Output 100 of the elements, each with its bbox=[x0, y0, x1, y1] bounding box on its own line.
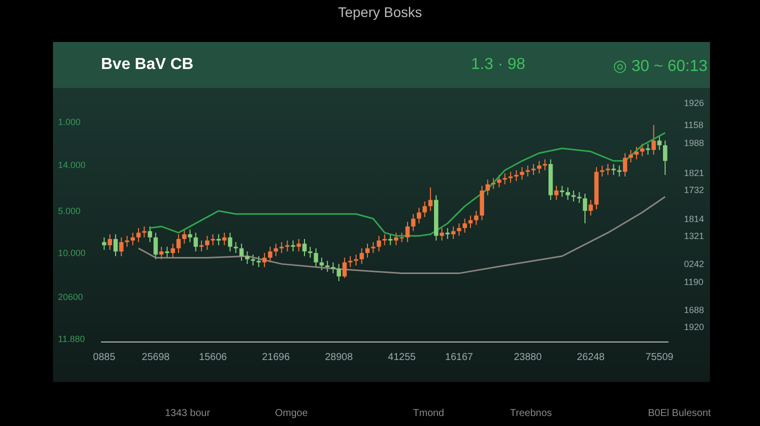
text: 5.000 bbox=[58, 206, 81, 216]
candlestick bbox=[308, 246, 312, 258]
text: 1988 bbox=[684, 138, 704, 148]
candlestick bbox=[108, 234, 112, 250]
x-tick-label: 28908 bbox=[324, 352, 354, 363]
text: Omgoe bbox=[275, 408, 308, 419]
candlestick bbox=[245, 250, 250, 264]
candlestick bbox=[164, 246, 170, 258]
chart-title: Tepery Bosks bbox=[336, 4, 424, 20]
candlestick bbox=[405, 221, 410, 243]
candlestick bbox=[290, 240, 296, 252]
candlestick bbox=[320, 257, 324, 271]
candlestick bbox=[617, 165, 622, 178]
candlestick bbox=[606, 164, 610, 176]
candlestick bbox=[526, 165, 530, 178]
text: 1.000 bbox=[58, 117, 81, 127]
candlestick bbox=[662, 140, 668, 176]
text: 20600 bbox=[58, 292, 84, 302]
candlestick bbox=[130, 232, 135, 246]
candlestick bbox=[554, 185, 559, 200]
text: 1732 bbox=[684, 185, 704, 195]
candlestick bbox=[314, 248, 318, 268]
candlestick bbox=[336, 263, 341, 282]
text: 14.000 bbox=[58, 160, 86, 170]
candlestick bbox=[371, 242, 376, 254]
text: 1158 bbox=[684, 120, 704, 130]
candlestick bbox=[360, 248, 364, 264]
x-tick-label: 0885 bbox=[93, 352, 116, 363]
candlestick bbox=[170, 243, 175, 258]
candlestick bbox=[342, 257, 347, 278]
candlestick bbox=[440, 228, 444, 242]
chart-subtitle: Bve BaV CB bbox=[101, 56, 194, 74]
text: 1190 bbox=[684, 277, 704, 287]
candlestick bbox=[154, 232, 158, 260]
text: Treebnos bbox=[510, 408, 552, 419]
candlestick bbox=[148, 226, 152, 243]
candlestick bbox=[205, 235, 210, 250]
text: 1688 bbox=[684, 305, 704, 315]
candlestick bbox=[600, 165, 604, 178]
candlestick bbox=[382, 234, 387, 246]
candlestick bbox=[136, 228, 141, 243]
candlestick bbox=[348, 256, 352, 268]
candlestick bbox=[102, 236, 106, 250]
text: 1920 bbox=[684, 322, 704, 332]
candlestick bbox=[514, 170, 518, 182]
candlestick bbox=[628, 149, 633, 163]
candlestick bbox=[474, 210, 478, 226]
candlestick bbox=[486, 179, 490, 196]
candlestick bbox=[228, 232, 232, 252]
candlestick bbox=[416, 207, 422, 224]
candlestick bbox=[502, 172, 508, 185]
candlestick bbox=[657, 135, 662, 150]
candlestick bbox=[376, 235, 382, 252]
candlestick bbox=[531, 164, 536, 176]
candlestick bbox=[194, 232, 198, 252]
candlestick bbox=[239, 243, 244, 262]
x-tick-label: 21696 bbox=[262, 352, 290, 363]
candlestick bbox=[296, 238, 301, 252]
candlestick bbox=[274, 243, 278, 257]
candlestick bbox=[582, 193, 588, 224]
text: 1321 bbox=[684, 231, 704, 241]
candlestick bbox=[330, 262, 336, 274]
x-tick-label: 16167 bbox=[445, 352, 474, 363]
candlestick bbox=[285, 240, 290, 252]
text: 1814 bbox=[684, 214, 704, 224]
candlestick bbox=[462, 218, 467, 234]
candlestick bbox=[422, 200, 427, 218]
candlestick bbox=[451, 226, 456, 240]
candlestick bbox=[262, 252, 267, 268]
candlestick bbox=[537, 160, 542, 174]
candlestick bbox=[268, 246, 272, 263]
candlestick bbox=[256, 256, 261, 268]
x-tick-label: 25698 bbox=[142, 352, 170, 363]
candlestick bbox=[588, 199, 593, 216]
text: 10.000 bbox=[58, 248, 86, 258]
text: 0242 bbox=[684, 259, 704, 269]
candlestick bbox=[142, 226, 146, 238]
candlestick bbox=[234, 242, 238, 254]
candlestick bbox=[182, 229, 186, 244]
text: 1926 bbox=[684, 98, 704, 108]
text: B0El Bulesont bbox=[648, 408, 711, 419]
x-tick-label: 26248 bbox=[576, 352, 606, 363]
candlestick bbox=[445, 228, 450, 240]
text: 1343 bour bbox=[165, 408, 210, 419]
text: 1821 bbox=[684, 168, 704, 178]
candlestick bbox=[388, 234, 393, 246]
text: Tmond bbox=[413, 408, 444, 419]
candlestick bbox=[279, 242, 284, 254]
x-tick-label: 15606 bbox=[199, 352, 228, 363]
text: 1.3 · 98 bbox=[471, 56, 526, 74]
candlestick bbox=[216, 234, 221, 246]
candlestick bbox=[199, 240, 204, 252]
x-tick-label: 41255 bbox=[388, 352, 416, 363]
x-tick-label: 75509 bbox=[646, 352, 674, 363]
candlestick bbox=[566, 186, 570, 200]
candlestick bbox=[411, 213, 416, 232]
candlestick bbox=[571, 190, 576, 202]
x-tick-label: 23880 bbox=[514, 352, 542, 363]
candlestick bbox=[113, 234, 118, 257]
candlestick bbox=[491, 178, 496, 190]
